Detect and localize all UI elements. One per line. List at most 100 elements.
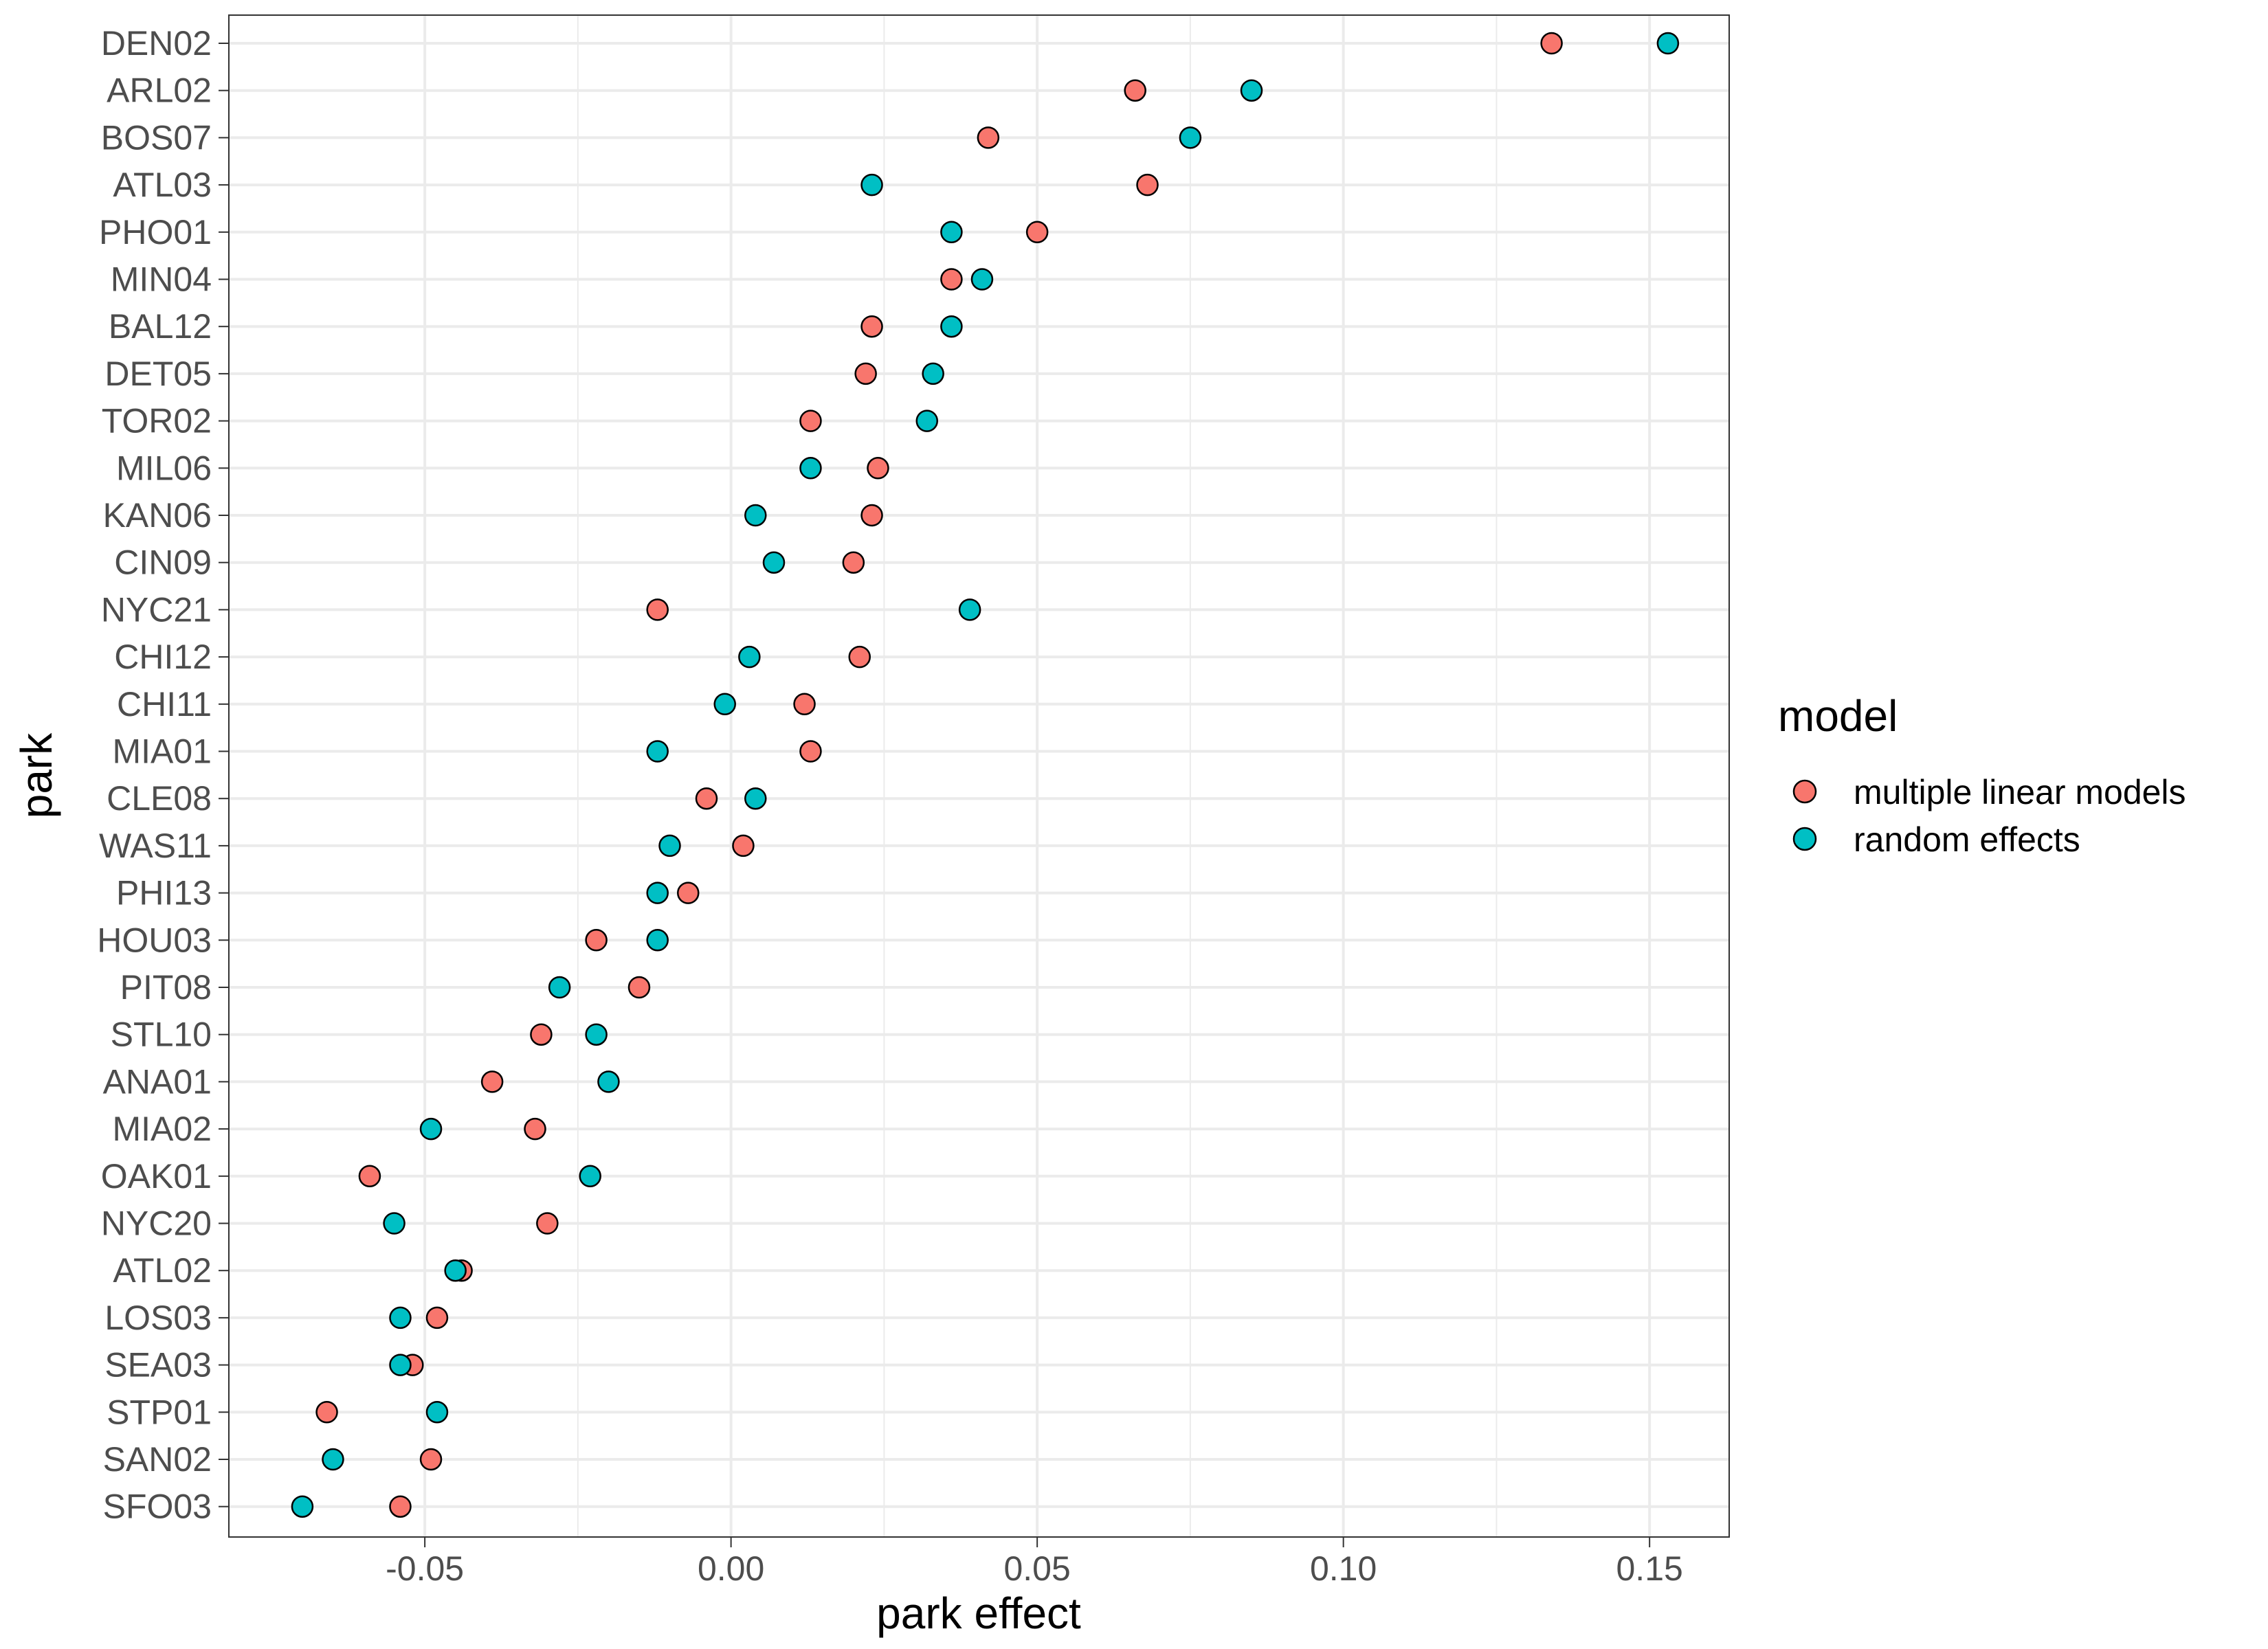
y-tick-label: ATL03 (113, 166, 212, 204)
point-multiple-linear-models (1124, 79, 1146, 102)
x-tick-label: 0.15 (1616, 1549, 1683, 1588)
y-tick-label: MIA01 (112, 732, 212, 771)
y-tick-label: CIN09 (114, 543, 212, 582)
point-multiple-linear-models (646, 598, 669, 621)
point-multiple-linear-models (389, 1495, 412, 1518)
y-tick-label: MIL06 (116, 449, 212, 487)
point-multiple-linear-models (425, 1306, 449, 1330)
point-multiple-linear-models (799, 410, 822, 432)
point-random-effects (860, 173, 883, 197)
point-multiple-linear-models (358, 1165, 381, 1188)
point-random-effects (1240, 79, 1263, 102)
legend-key-random-effects (1792, 827, 1817, 851)
y-tick-label: ATL02 (113, 1251, 212, 1290)
y-tick-label: SAN02 (103, 1440, 212, 1479)
point-random-effects (1179, 126, 1202, 149)
point-multiple-linear-models (867, 457, 889, 480)
legend-key-multiple-linear-models (1792, 779, 1817, 804)
y-tick-label: CLE08 (107, 779, 212, 818)
y-tick-label: STP01 (107, 1393, 212, 1431)
point-multiple-linear-models (530, 1023, 553, 1046)
point-multiple-linear-models (842, 551, 865, 574)
y-tick-label: PHO01 (99, 213, 212, 251)
y-tick-label: HOU03 (97, 921, 212, 959)
point-multiple-linear-models (480, 1070, 504, 1093)
y-tick-label: DET05 (104, 355, 212, 393)
point-multiple-linear-models (860, 504, 883, 527)
x-tick-label: 0.10 (1310, 1549, 1377, 1588)
y-tick-label: KAN06 (103, 496, 212, 535)
y-tick-label: CHI12 (114, 638, 212, 676)
point-random-effects (762, 551, 786, 574)
point-multiple-linear-models (1025, 221, 1049, 244)
y-tick-label: MIA02 (112, 1110, 212, 1148)
point-multiple-linear-models (627, 976, 651, 999)
y-tick-label: LOS03 (104, 1299, 212, 1337)
point-multiple-linear-models (1136, 173, 1159, 197)
point-multiple-linear-models (860, 315, 883, 338)
point-random-effects (383, 1212, 405, 1235)
point-multiple-linear-models (732, 834, 755, 857)
point-multiple-linear-models (1540, 32, 1563, 55)
point-random-effects (322, 1448, 344, 1471)
point-random-effects (958, 598, 981, 621)
legend-label-multiple-linear-models: multiple linear models (1854, 773, 2186, 811)
y-tick-label: SEA03 (104, 1346, 212, 1384)
y-tick-label: PIT08 (120, 968, 212, 1007)
y-tick-label: DEN02 (101, 24, 212, 63)
point-random-effects (940, 221, 963, 244)
y-tick-label: ARL02 (107, 71, 212, 110)
point-random-effects (425, 1401, 449, 1424)
point-multiple-linear-models (536, 1212, 559, 1235)
y-tick-label: TOR02 (102, 402, 212, 440)
legend-label-random-effects: random effects (1854, 820, 2080, 859)
point-random-effects (970, 268, 994, 291)
point-random-effects (799, 457, 822, 480)
point-multiple-linear-models (940, 268, 963, 291)
y-tick-label: STL10 (111, 1016, 212, 1054)
data-points (291, 32, 1680, 1518)
point-random-effects (940, 315, 963, 338)
point-random-effects (713, 693, 736, 716)
point-multiple-linear-models (799, 740, 822, 763)
y-tick-label: WAS11 (99, 827, 212, 865)
y-tick-label: PHI13 (116, 874, 212, 912)
point-random-effects (585, 1023, 608, 1046)
y-tick-label: NYC21 (101, 590, 212, 629)
point-random-effects (389, 1306, 412, 1330)
point-multiple-linear-models (677, 882, 700, 904)
y-tick-label: BAL12 (109, 307, 212, 346)
y-axis-title: park (12, 732, 61, 819)
grid-lines (229, 15, 1729, 1537)
x-tick-label: 0.05 (1003, 1549, 1070, 1588)
point-random-effects (738, 645, 761, 669)
point-multiple-linear-models (977, 126, 1000, 149)
point-multiple-linear-models (695, 787, 718, 810)
y-tick-label: MIN04 (111, 260, 212, 299)
point-multiple-linear-models (524, 1117, 546, 1141)
point-random-effects (744, 787, 767, 810)
point-multiple-linear-models (848, 645, 871, 669)
legend: model multiple linear models random effe… (1778, 691, 2186, 859)
y-tick-label: CHI11 (117, 685, 212, 723)
legend-title: model (1778, 691, 1898, 741)
point-multiple-linear-models (315, 1401, 338, 1424)
point-multiple-linear-models (585, 929, 608, 952)
point-random-effects (658, 834, 681, 857)
point-random-effects (291, 1495, 314, 1518)
x-axis: -0.05 0.00 0.05 0.10 0.15 (386, 1537, 1683, 1588)
point-multiple-linear-models (793, 693, 816, 716)
point-random-effects (548, 976, 571, 999)
point-multiple-linear-models (419, 1448, 443, 1471)
x-axis-title: park effect (876, 1589, 1081, 1638)
point-random-effects (579, 1165, 601, 1188)
y-axis: DEN02 ARL02 BOS07 ATL03 PHO01 MIN04 BAL12 DET05… (97, 24, 229, 1526)
point-random-effects (1656, 32, 1680, 55)
point-random-effects (444, 1259, 467, 1282)
point-random-effects (389, 1354, 412, 1376)
y-tick-label: SFO03 (103, 1488, 212, 1526)
point-random-effects (646, 740, 669, 763)
y-tick-label: OAK01 (101, 1157, 212, 1196)
point-random-effects (744, 504, 767, 527)
